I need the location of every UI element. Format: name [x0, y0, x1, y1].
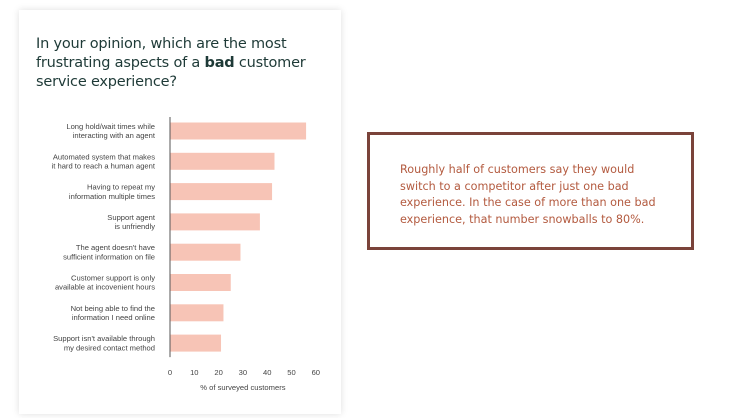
- category-label-line: interacting with an agent: [73, 131, 156, 140]
- category-label-line: Automated system that makes: [53, 152, 155, 161]
- category-label: Customer support is only available at inc…: [55, 274, 155, 292]
- category-label-line: it hard to reach a human agent: [52, 162, 156, 171]
- category-label-line: my desired contact method: [64, 343, 155, 352]
- x-axis-ticks: 0 10 20 30 40 50 60: [168, 368, 320, 377]
- category-labels: Long hold/wait times while interacting wi…: [52, 122, 156, 352]
- category-label: Support isn't available through my desire…: [53, 334, 155, 352]
- bar-chart: Long hold/wait times while interacting wi…: [52, 117, 320, 392]
- bar: [170, 213, 260, 231]
- category-label-line: sufficient information on file: [63, 252, 155, 261]
- category-label: The agent doesn't have sufficient informa…: [63, 243, 155, 261]
- x-tick-label: 10: [190, 368, 198, 377]
- bar: [170, 304, 224, 322]
- x-tick-label: 0: [168, 368, 172, 377]
- bar: [170, 183, 273, 201]
- category-label-line: The agent doesn't have: [76, 243, 155, 252]
- chart-title-start: In your opinion, which are the most frus…: [36, 36, 287, 71]
- category-label-line: Customer support is only: [71, 274, 155, 283]
- x-tick-label: 60: [312, 368, 320, 377]
- category-label-line: information I need online: [72, 313, 155, 322]
- category-label-line: Long hold/wait times while: [66, 122, 155, 131]
- bars-layer: [170, 122, 307, 352]
- callout-text: Roughly half of customers say they would…: [400, 163, 656, 226]
- category-label-line: Having to repeat my: [87, 183, 155, 192]
- category-label-line: is unfriendly: [114, 222, 155, 231]
- bar: [170, 122, 307, 140]
- chart-title-bold-word: bad: [204, 55, 235, 71]
- x-tick-label: 40: [263, 368, 271, 377]
- category-label: Automated system that makes it hard to re…: [52, 152, 156, 170]
- survey-chart-card: In your opinion, which are the most frus…: [19, 10, 341, 414]
- category-label-line: available at incovenient hours: [55, 283, 155, 292]
- category-label: Not being able to find the information I …: [71, 304, 155, 322]
- chart-title-end: customer service experience?: [36, 55, 306, 90]
- category-label-line: Support isn't available through: [53, 334, 155, 343]
- x-tick-label: 30: [239, 368, 247, 377]
- x-tick-label: 20: [214, 368, 222, 377]
- x-axis-label: % of surveyed customers: [200, 383, 285, 392]
- bar: [170, 243, 241, 261]
- category-label: Having to repeat my information multiple …: [69, 183, 155, 201]
- category-label-line: Support agent: [107, 213, 156, 222]
- bar: [170, 334, 222, 352]
- bar: [170, 274, 231, 291]
- bar: [170, 152, 275, 170]
- chart-title: In your opinion, which are the most frus…: [36, 35, 336, 92]
- callout-box: Roughly half of customers say they would…: [367, 132, 694, 250]
- category-label: Long hold/wait times while interacting wi…: [66, 122, 156, 140]
- category-label: Support agent is unfriendly: [107, 213, 156, 231]
- x-tick-label: 50: [287, 368, 295, 377]
- category-label-line: Not being able to find the: [71, 304, 155, 313]
- category-label-line: information multiple times: [69, 192, 155, 201]
